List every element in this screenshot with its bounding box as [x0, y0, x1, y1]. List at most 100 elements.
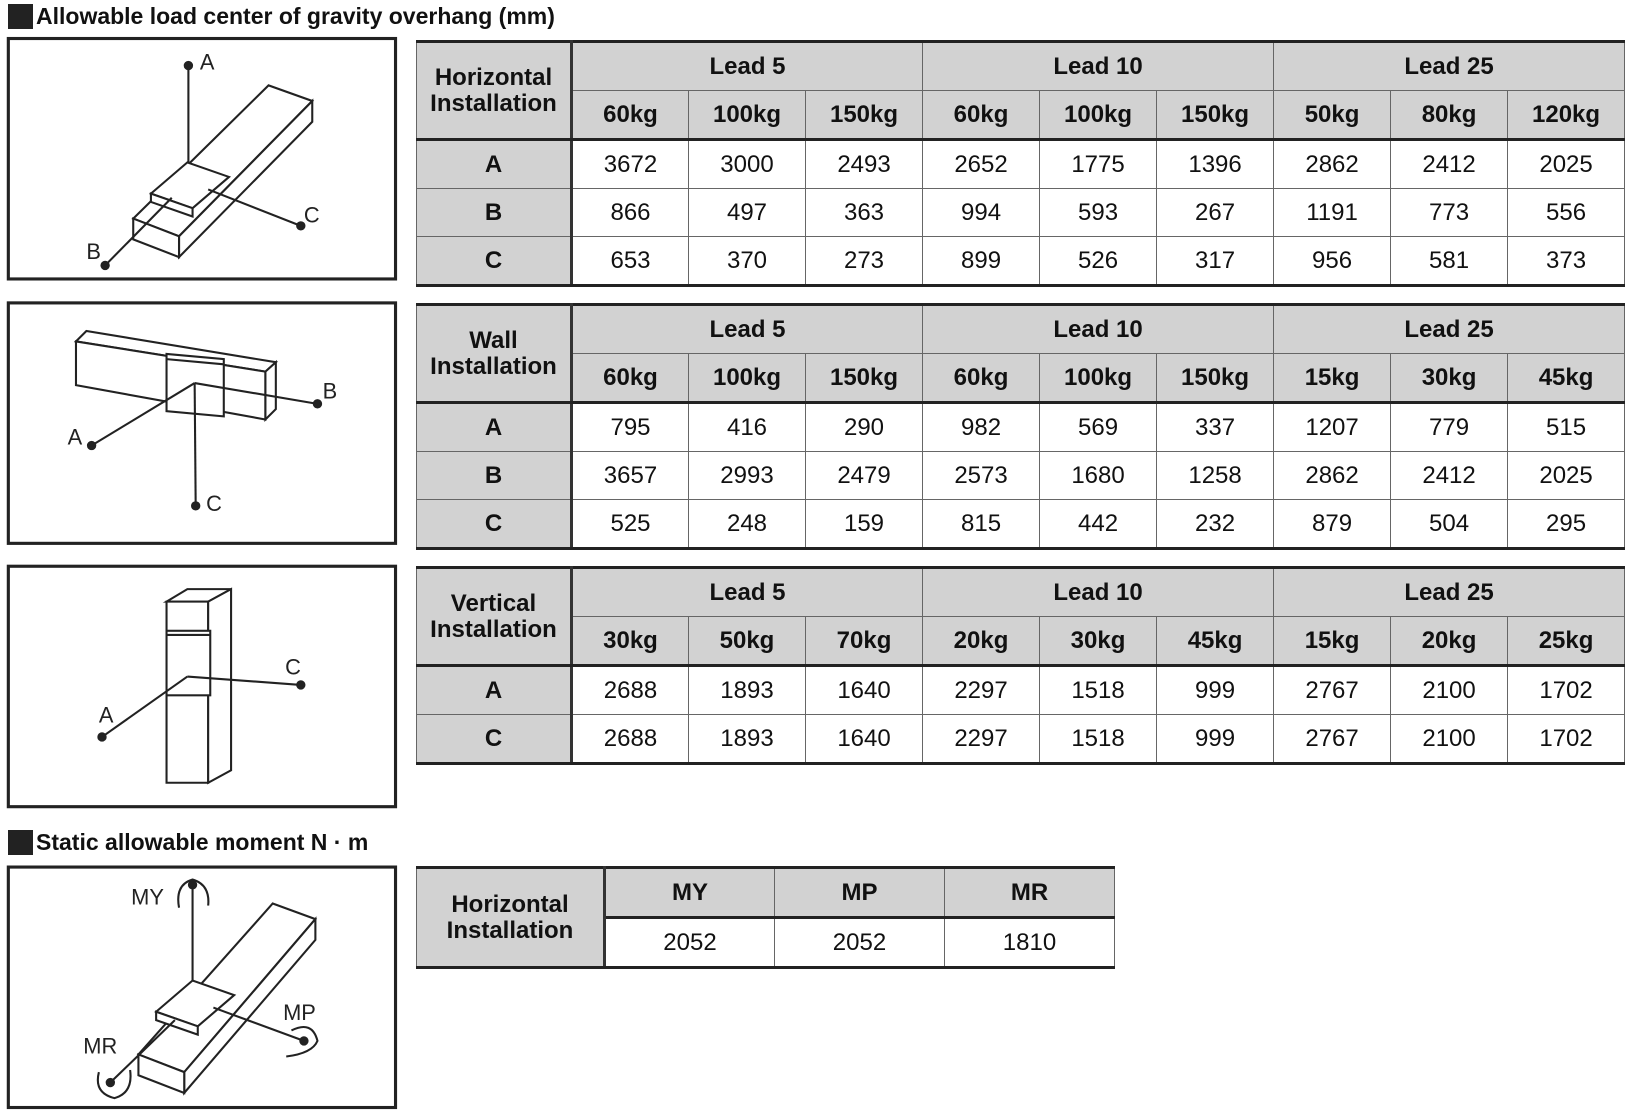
cell-value: 2767: [1273, 714, 1392, 765]
axis-label: A: [200, 50, 215, 75]
cell-value: 1518: [1039, 665, 1158, 715]
lead-header: Lead 5: [570, 40, 924, 91]
square-icon: [8, 829, 33, 855]
cell-value: 2862: [1273, 451, 1392, 500]
lead-header: Lead 25: [1273, 566, 1626, 617]
section-title-text: Static allowable moment N · m: [36, 828, 369, 855]
data-row: B 866 497 363 994 593 267 1191 773 556: [416, 188, 1626, 237]
cell-value: 273: [804, 236, 924, 287]
row-label: C: [416, 499, 573, 550]
cell-value: 363: [804, 188, 924, 237]
lead-header: Lead 5: [570, 566, 924, 617]
cell-value: 497: [688, 188, 806, 237]
cell-value: 159: [804, 499, 924, 550]
load-header: 50kg: [688, 616, 806, 667]
section-title-text: Allowable load center of gravity overhan…: [36, 2, 555, 29]
lead-header: Lead 25: [1273, 40, 1626, 91]
cell-value: 2100: [1390, 665, 1509, 715]
cell-value: 3000: [688, 139, 806, 189]
load-row: 60kg 100kg 150kg 60kg 100kg 150kg 15kg 30kg 45kg: [417, 353, 1626, 404]
axis-label: C: [304, 203, 320, 228]
cell-value: 267: [1156, 188, 1275, 237]
cell-value: 899: [922, 236, 1041, 287]
load-header: 30kg: [1039, 616, 1158, 667]
cell-value: 3657: [571, 451, 689, 500]
header-row: Horizontal Installation MY MP MR: [416, 866, 1115, 969]
overhang-table: Wall Installation Lead 5 Lead 10 Lead 25 60k…: [416, 303, 1626, 550]
cell-value: 2025: [1507, 139, 1626, 189]
cell-value: 3672: [571, 139, 689, 189]
load-header: 30kg: [1390, 353, 1509, 404]
table-header: Vertical Installation: [416, 566, 573, 667]
load-header: 50kg: [1273, 90, 1392, 141]
cell-value: 2652: [922, 139, 1041, 189]
cell-value: 2573: [922, 451, 1041, 500]
row-label: C: [416, 714, 573, 765]
vertical-diagram: [97, 587, 306, 785]
cell-value: 1810: [944, 917, 1115, 969]
data-row: A 2688 1893 1640 2297 1518 999 2767 2100 1702: [416, 665, 1626, 715]
moment-header: MP: [774, 866, 945, 919]
load-header: 150kg: [1156, 353, 1275, 404]
axis-label: B: [86, 239, 101, 264]
cell-value: 1191: [1273, 188, 1392, 237]
cell-value: 1396: [1156, 139, 1275, 189]
cell-value: 2479: [804, 451, 924, 500]
load-header: 30kg: [571, 616, 689, 667]
header-row: Wall Installation Lead 5 Lead 10 Lead 25: [416, 303, 1626, 404]
load-header: 70kg: [804, 616, 924, 667]
cell-value: 2688: [571, 714, 689, 765]
data-row: C 653 370 273 899 526 317 956 581 373: [416, 236, 1626, 287]
cell-value: 1893: [688, 665, 806, 715]
cell-value: 317: [1156, 236, 1275, 287]
cell-value: 956: [1273, 236, 1392, 287]
row-label: B: [416, 188, 573, 237]
horizontal-diagram: [100, 60, 315, 271]
section-title: Allowable load center of gravity overhan…: [8, 2, 555, 30]
data-row: B 3657 2993 2479 2573 1680 1258 2862 2412 2025: [416, 451, 1626, 500]
load-header: 100kg: [1039, 90, 1158, 141]
header-row: Horizontal Installation Lead 5 Lead 10 Lead…: [416, 40, 1626, 141]
cell-value: 2412: [1390, 139, 1509, 189]
cell-value: 232: [1156, 499, 1275, 550]
cell-value: 653: [571, 236, 689, 287]
cell-value: 370: [688, 236, 806, 287]
load-header: 15kg: [1273, 616, 1392, 667]
axis-label: C: [285, 654, 301, 679]
load-header: 120kg: [1507, 90, 1626, 141]
load-row: 30kg 50kg 70kg 20kg 30kg 45kg 15kg 20kg 25kg: [417, 616, 1626, 667]
row-label: A: [416, 139, 573, 189]
header-row: Vertical Installation Lead 5 Lead 10 Lead 2…: [416, 566, 1626, 667]
cell-value: 999: [1156, 714, 1275, 765]
cell-value: 2412: [1390, 451, 1509, 500]
load-header: 15kg: [1273, 353, 1392, 404]
table-header: Horizontal Installation: [416, 40, 573, 141]
cell-value: 1680: [1039, 451, 1158, 500]
cell-value: 2297: [922, 714, 1041, 765]
cell-value: 593: [1039, 188, 1158, 237]
cell-value: 2052: [604, 917, 775, 969]
load-row: 60kg 100kg 150kg 60kg 100kg 150kg 50kg 80kg 120k…: [417, 90, 1626, 141]
load-header: 60kg: [571, 353, 689, 404]
cell-value: 1702: [1507, 714, 1626, 765]
axis-label: MP: [283, 1000, 316, 1025]
cell-value: 416: [688, 402, 806, 452]
cell-value: 1640: [804, 665, 924, 715]
row-label: A: [416, 402, 573, 452]
row-label: C: [416, 236, 573, 287]
cell-value: 295: [1507, 499, 1626, 550]
cell-value: 337: [1156, 402, 1275, 452]
cell-value: 2493: [804, 139, 924, 189]
cell-value: 504: [1390, 499, 1509, 550]
cell-value: 773: [1390, 188, 1509, 237]
cell-value: 999: [1156, 665, 1275, 715]
cell-value: 556: [1507, 188, 1626, 237]
axis-label: A: [68, 424, 83, 449]
lead-header: Lead 10: [922, 40, 1275, 91]
data-row: C 525 248 159 815 442 232 879 504 295: [416, 499, 1626, 550]
cell-value: 442: [1039, 499, 1158, 550]
load-header: 100kg: [688, 353, 806, 404]
cell-value: 581: [1390, 236, 1509, 287]
cell-value: 779: [1390, 402, 1509, 452]
load-header: 45kg: [1156, 616, 1275, 667]
